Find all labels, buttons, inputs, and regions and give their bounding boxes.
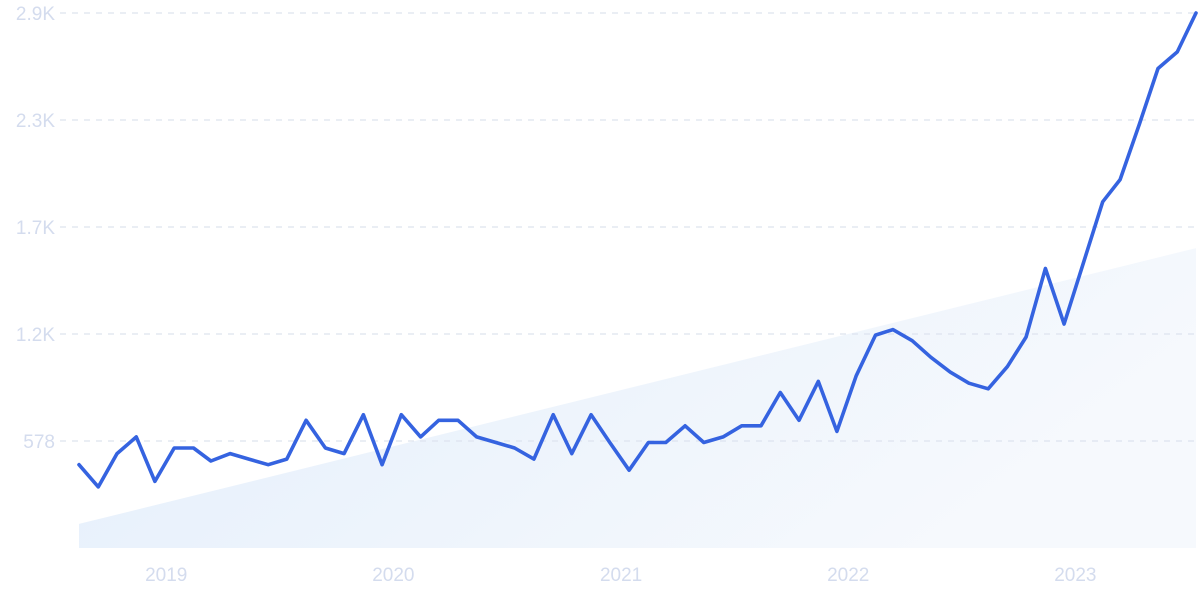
- x-axis-ticks: 2019 2020 2021 2022 2023: [145, 565, 1096, 586]
- y-tick-label: 2.9K: [16, 4, 55, 25]
- trend-area: [79, 248, 1196, 548]
- x-tick-label: 2021: [600, 565, 642, 586]
- gridlines: [60, 12, 1200, 442]
- y-tick-label: 578: [23, 432, 55, 453]
- trend-area-layer: [79, 248, 1196, 548]
- series-line-layer: [77, 11, 1198, 489]
- y-tick-label: 2.3K: [16, 111, 55, 132]
- series-line: [77, 11, 1198, 489]
- x-tick-label: 2022: [827, 565, 869, 586]
- x-tick-label: 2020: [372, 565, 414, 586]
- y-axis-ticks: 578 1.2K 1.7K 2.3K 2.9K: [16, 4, 55, 453]
- y-tick-label: 1.2K: [16, 325, 55, 346]
- x-tick-label: 2019: [145, 565, 187, 586]
- y-tick-label: 1.7K: [16, 218, 55, 239]
- x-tick-label: 2023: [1054, 565, 1096, 586]
